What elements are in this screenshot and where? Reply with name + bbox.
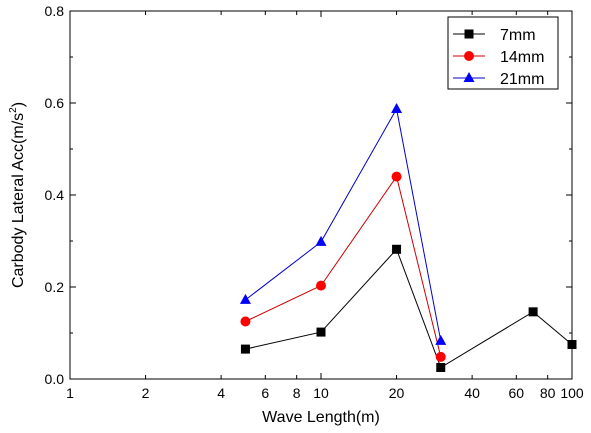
data-point (391, 171, 402, 182)
y-tick-label: 0.4 (45, 187, 65, 203)
axis-ticks: 1 2 4 6 8 10 20 40 60 80 100 0.0 0.2 0.4 0.6 0.8 (45, 3, 584, 401)
legend-item: 14mm (453, 49, 544, 66)
legend-marker (463, 72, 475, 82)
y-axis-title-sup: 2 (8, 107, 19, 113)
data-point (316, 327, 326, 337)
legend-marker (464, 29, 474, 39)
series-line (245, 107, 442, 341)
data-point (239, 293, 251, 304)
data-point (391, 102, 403, 113)
x-tick-label: 6 (261, 385, 269, 401)
series-14mm (240, 171, 446, 362)
data-point (567, 340, 577, 349)
data-point (240, 344, 250, 354)
y-tick-label: 0.8 (45, 3, 65, 19)
x-axis-title: Wave Length(m) (262, 409, 380, 426)
x-tick-label: 2 (142, 385, 150, 401)
series-21mm (239, 102, 447, 345)
y-tick-label: 0.6 (45, 95, 65, 111)
data-point (315, 235, 327, 246)
data-point (528, 307, 538, 317)
data-point (435, 334, 447, 345)
legend-marker (464, 51, 474, 61)
legend-label: 7mm (500, 27, 536, 44)
x-tick-label: 10 (313, 385, 329, 401)
y-tick-label: 0.2 (45, 279, 65, 295)
data-point (240, 316, 251, 327)
x-tick-label: 20 (389, 385, 405, 401)
x-tick-label: 80 (540, 385, 556, 401)
y-tick-label: 0.0 (45, 371, 65, 387)
x-tick-label: 100 (560, 385, 584, 401)
x-tick-label: 4 (217, 385, 225, 401)
series-layer (239, 102, 577, 372)
x-tick-label: 8 (293, 385, 301, 401)
series-7mm (240, 244, 577, 372)
data-point (392, 244, 402, 254)
series-line (245, 248, 573, 369)
x-tick-label: 40 (464, 385, 480, 401)
series-line (245, 175, 442, 358)
data-point (436, 363, 446, 372)
x-tick-label: 60 (509, 385, 525, 401)
legend: 7mm 14mm 21mm (447, 16, 559, 90)
x-tick-label: 1 (66, 385, 74, 401)
data-point (435, 351, 446, 362)
data-point (316, 280, 326, 291)
legend-label: 21mm (500, 71, 544, 88)
y-axis-title: Carbody Lateral Acc(m/s2) (8, 102, 27, 288)
legend-item: 21mm (453, 71, 544, 88)
legend-item: 7mm (453, 27, 536, 44)
legend-label: 14mm (500, 49, 544, 66)
